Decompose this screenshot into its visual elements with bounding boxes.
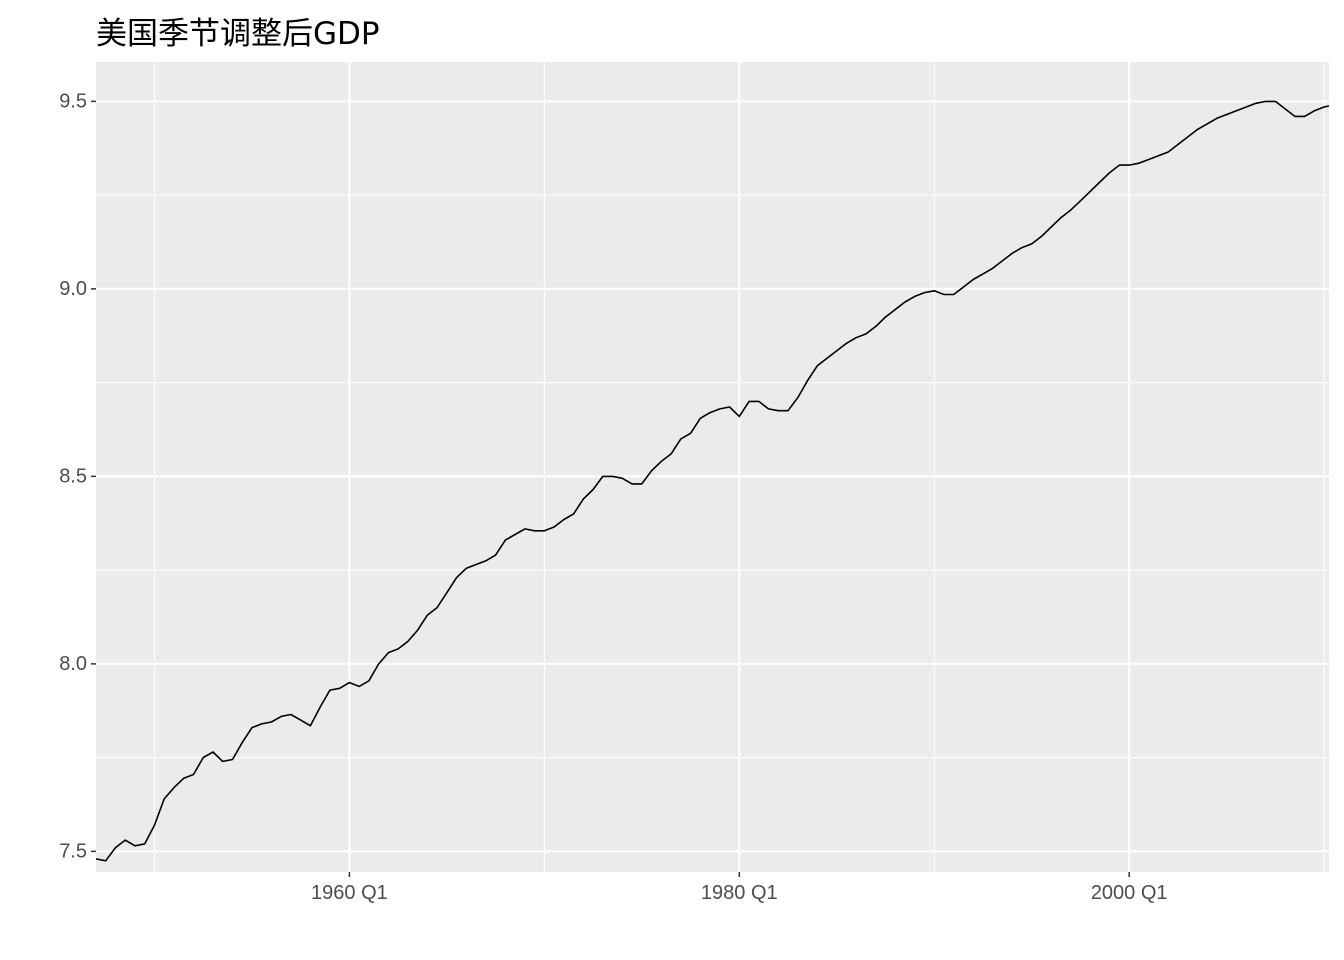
series-layer [95, 100, 1330, 862]
y-tick-label: 8.0 [59, 653, 87, 675]
axis-ticks: 7.5 8.0 8.5 9.0 9.5 1960 Q1 1980 Q1 2000 Q1 [59, 90, 1167, 904]
x-tick-label: 2000 Q1 [1091, 882, 1168, 904]
y-tick-label: 9.5 [59, 90, 87, 112]
plot-panel [96, 62, 1329, 872]
minor-gridlines [96, 62, 1329, 872]
gdp-series-line [95, 100, 1330, 862]
y-tick-label: 7.5 [59, 840, 87, 862]
major-gridlines [96, 62, 1329, 872]
x-tick-label: 1960 Q1 [311, 882, 388, 904]
x-tick-label: 1980 Q1 [701, 882, 778, 904]
y-tick-label: 8.5 [59, 465, 87, 487]
y-tick-label: 9.0 [59, 278, 87, 300]
chart-title: 美国季节调整后GDP [96, 16, 380, 52]
